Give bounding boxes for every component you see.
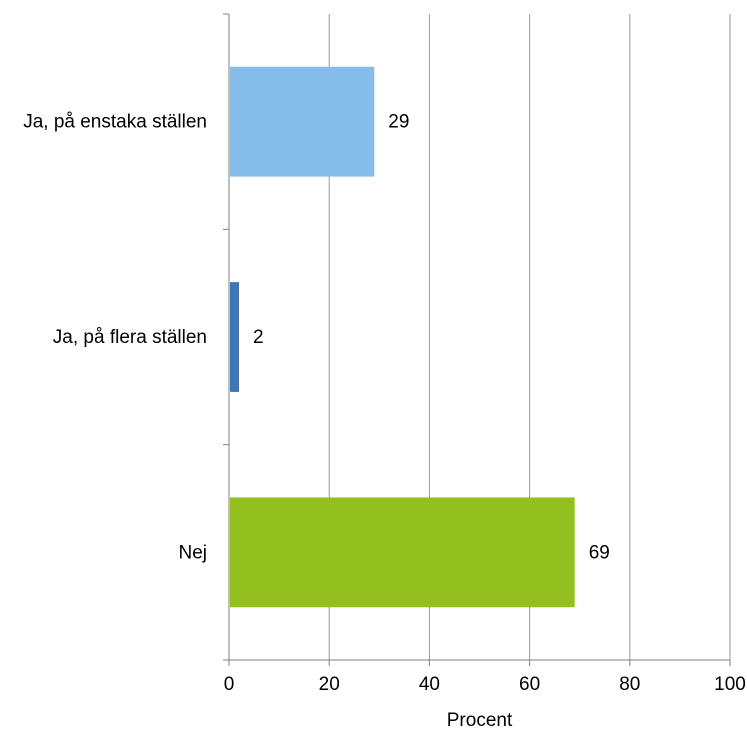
x-tick-label: 100 xyxy=(714,674,746,695)
x-tick-label: 20 xyxy=(319,674,340,695)
bar-0 xyxy=(230,66,375,177)
category-label: Ja, på flera ställen xyxy=(53,327,207,348)
bar-1 xyxy=(230,282,240,392)
x-tick-label: 40 xyxy=(419,674,440,695)
data-label: 29 xyxy=(388,112,409,133)
x-tick-label: 80 xyxy=(619,674,640,695)
category-labels: Ja, på enstaka ställen Ja, på flera ställ… xyxy=(23,112,207,564)
category-label: Nej xyxy=(178,542,207,563)
x-tick-label: 0 xyxy=(224,674,235,695)
bars xyxy=(230,66,575,608)
axes xyxy=(223,13,731,666)
x-axis-title: Procent xyxy=(447,710,513,731)
data-label: 2 xyxy=(253,327,264,348)
x-tick-label: 60 xyxy=(519,674,540,695)
data-labels: 29 2 69 xyxy=(253,112,610,564)
category-label: Ja, på enstaka ställen xyxy=(23,112,207,133)
x-tick-labels: 0 20 40 60 80 100 xyxy=(224,674,746,695)
bar-2 xyxy=(230,497,575,608)
data-label: 69 xyxy=(589,542,610,563)
